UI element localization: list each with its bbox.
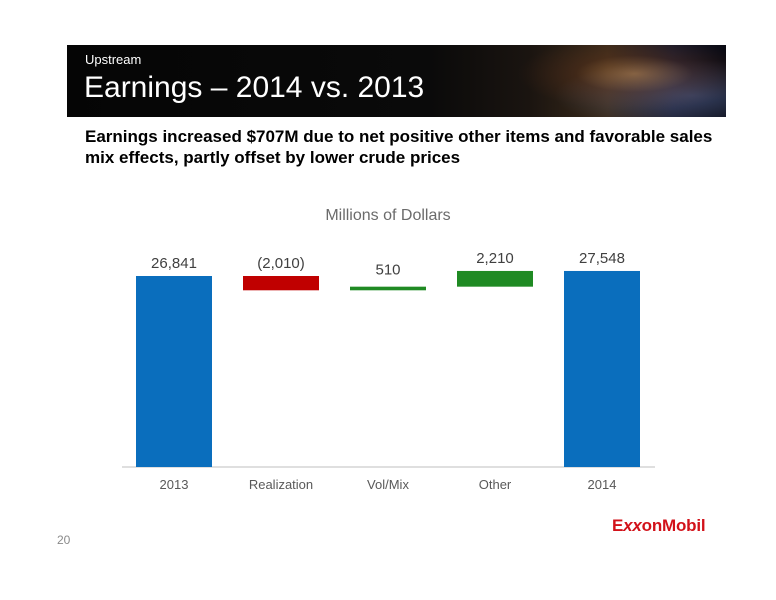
header-banner: Upstream Earnings – 2014 vs. 2013 (67, 45, 726, 117)
data-label: 2,210 (476, 250, 514, 267)
banner-decoration (497, 45, 726, 117)
bar-vol-mix (350, 286, 426, 291)
page-number: 20 (57, 533, 71, 547)
data-label: 26,841 (151, 255, 197, 272)
category-label: Realization (249, 477, 313, 492)
category-label: Other (479, 477, 512, 492)
slide-title: Earnings – 2014 vs. 2013 (84, 71, 425, 104)
category-label: 2013 (160, 477, 189, 492)
category-label: 2014 (588, 477, 617, 492)
bar-realization (243, 276, 319, 291)
data-label: 510 (375, 262, 400, 279)
category-label: Vol/Mix (367, 477, 409, 492)
data-label: (2,010) (257, 255, 305, 272)
data-label: 27,548 (579, 250, 625, 267)
slide-subtitle: Earnings increased $707M due to net posi… (85, 127, 713, 167)
section-label: Upstream (85, 52, 142, 67)
chart-title: Millions of Dollars (325, 207, 451, 224)
bar-2013 (136, 276, 212, 467)
bar-2014 (564, 270, 640, 467)
exxonmobil-logo: ExxonMobil (612, 516, 706, 535)
bar-other (457, 270, 533, 287)
